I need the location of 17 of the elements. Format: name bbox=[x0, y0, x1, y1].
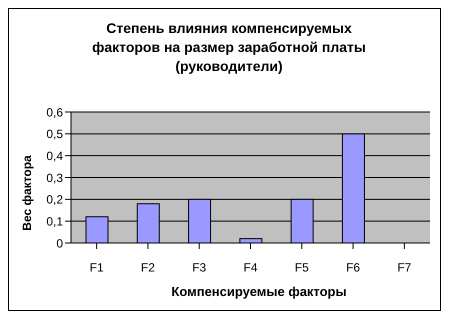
y-tick-label: 0,1 bbox=[46, 214, 64, 228]
y-axis-title: Вес фактора bbox=[20, 154, 34, 233]
x-tick-label: F2 bbox=[140, 260, 156, 275]
x-tick-label: F5 bbox=[294, 260, 310, 275]
y-tick-label: 0,4 bbox=[46, 148, 64, 163]
x-tick-label: F4 bbox=[243, 260, 258, 275]
y-tick-label: 0,5 bbox=[46, 127, 64, 142]
x-tick-label: F7 bbox=[397, 260, 412, 275]
x-tick-label: F3 bbox=[192, 260, 207, 275]
y-tick-label: 0,2 bbox=[46, 192, 64, 207]
x-tick-label: F6 bbox=[346, 260, 360, 275]
x-tick-label: F1 bbox=[90, 260, 104, 275]
y-tick-label: 0 bbox=[56, 236, 64, 250]
chart-title: Степень влияния компенсируемых факторов на размер заработной платы (руководители) bbox=[91, 19, 367, 76]
x-axis-title: Компенсируемые факторы bbox=[170, 284, 348, 299]
y-tick-label: 0,3 bbox=[46, 170, 64, 185]
y-tick-label: 0,6 bbox=[46, 105, 64, 120]
